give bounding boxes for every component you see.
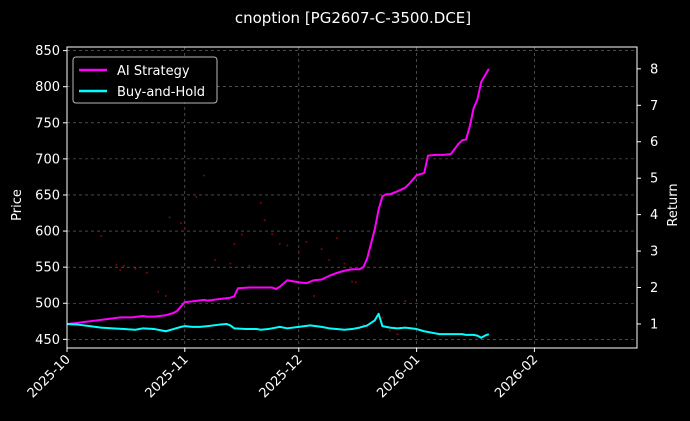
left-tick-label: 550 (35, 261, 60, 276)
right-axis-ticks: 1 2 3 4 5 6 7 8 (637, 62, 658, 332)
price-point (404, 300, 407, 303)
left-axis-label: Price (10, 189, 25, 221)
price-point (328, 258, 331, 261)
price-point (229, 262, 232, 265)
price-point (354, 281, 357, 284)
left-tick-label: 650 (35, 188, 60, 203)
series-lines (66, 68, 490, 339)
right-tick-label: 3 (650, 245, 658, 260)
price-point (305, 240, 308, 243)
price-point (233, 243, 236, 246)
price-point (100, 235, 103, 238)
price-point (115, 263, 118, 266)
price-point (297, 250, 300, 253)
price-point (202, 174, 205, 177)
price-point (180, 222, 182, 225)
left-tick-label: 800 (35, 80, 60, 95)
price-point (248, 264, 251, 267)
chart-title: cnoption [PG2607-C-3500.DCE] (235, 9, 471, 27)
price-point (145, 271, 148, 274)
price-point (286, 244, 289, 247)
right-tick-label: 2 (650, 281, 658, 296)
price-point (389, 329, 391, 332)
right-tick-label: 5 (650, 172, 658, 187)
price-point (313, 295, 315, 298)
grid (66, 47, 637, 348)
price-point (164, 295, 167, 298)
price-point (343, 262, 346, 265)
right-tick-label: 4 (650, 208, 658, 223)
axes-frame (66, 46, 638, 349)
price-points (100, 174, 407, 336)
price-point (123, 264, 125, 267)
price-point (259, 201, 262, 204)
series-line-buy-and-hold (66, 312, 490, 339)
series-line-ai-strategy (66, 68, 490, 325)
left-tick-label: 750 (35, 116, 60, 131)
price-point (119, 269, 122, 272)
left-tick-label: 500 (35, 297, 60, 312)
price-point (278, 243, 281, 246)
left-axis-ticks: 450 500 550 600 650 700 750 800 850 (35, 44, 67, 348)
price-point (183, 227, 186, 230)
price-point (168, 216, 171, 219)
right-axis-label: Return (666, 183, 681, 226)
axes (66, 46, 638, 349)
price-point (396, 333, 399, 336)
price-point (320, 248, 323, 251)
price-point (381, 316, 384, 319)
left-tick-label: 850 (35, 44, 60, 59)
left-tick-label: 600 (35, 225, 60, 240)
price-point (134, 267, 137, 270)
right-tick-label: 1 (650, 317, 658, 332)
right-tick-label: 8 (650, 62, 658, 77)
price-point (195, 196, 198, 199)
price-point (263, 219, 266, 222)
legend: AI Strategy Buy-and-Hold (72, 56, 218, 104)
left-tick-label: 450 (35, 333, 60, 348)
legend-label: Buy-and-Hold (117, 85, 205, 100)
right-tick-label: 7 (650, 99, 658, 114)
right-tick-label: 6 (650, 135, 658, 150)
price-point (157, 290, 160, 293)
legend-label: AI Strategy (117, 64, 190, 79)
price-point (351, 280, 353, 283)
left-tick-label: 700 (35, 152, 60, 167)
price-point (271, 232, 274, 235)
price-point (240, 233, 243, 236)
price-point (214, 258, 217, 261)
legend-box (72, 56, 218, 104)
price-point (335, 237, 338, 240)
